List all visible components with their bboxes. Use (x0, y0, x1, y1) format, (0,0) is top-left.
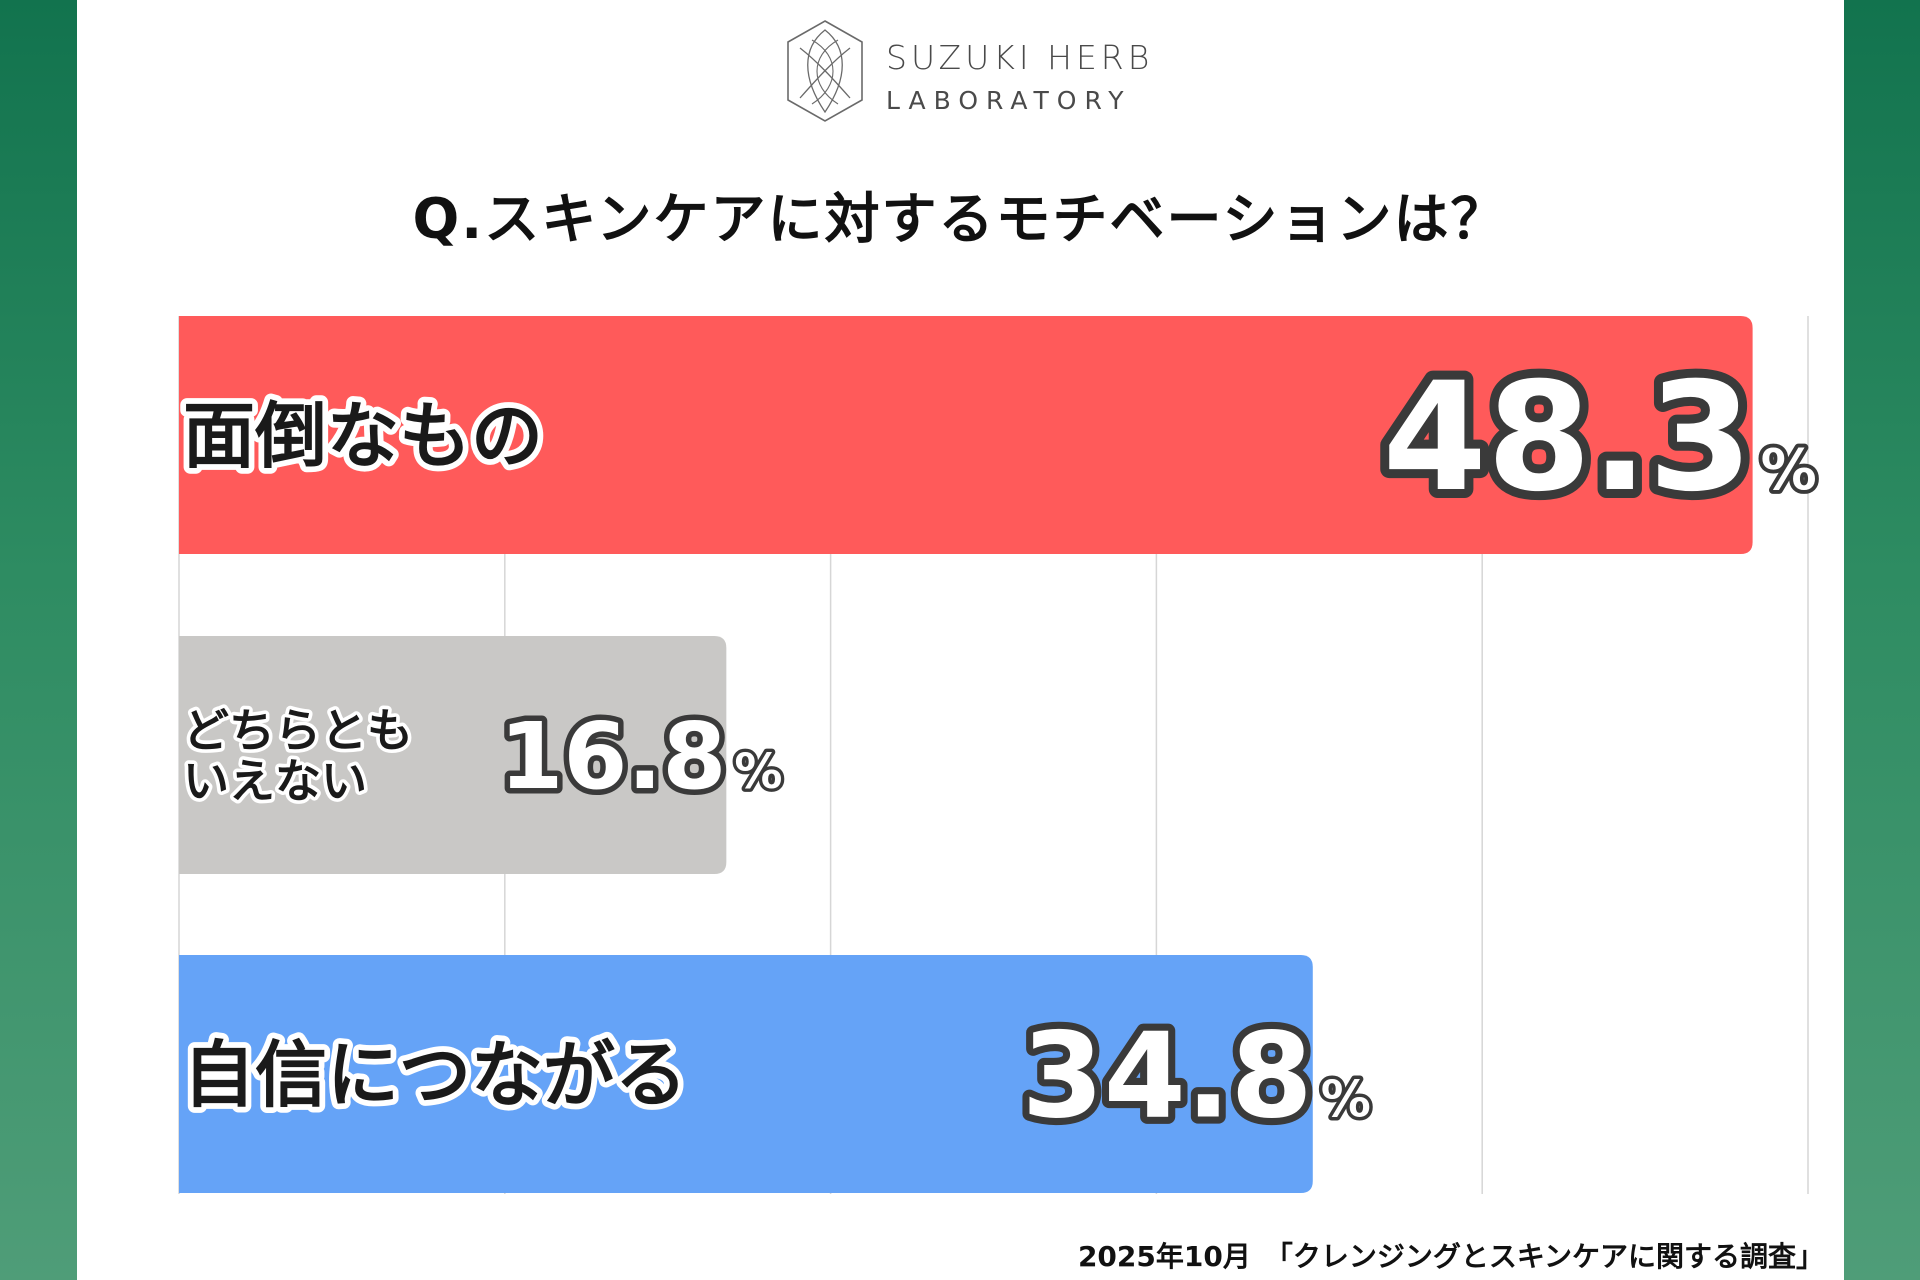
bar-category-label: 面倒なもの (183, 394, 543, 478)
brand-logo-mark-icon (787, 20, 863, 122)
bar-category-label: 自信につながる (183, 1033, 687, 1117)
bar-unit-label: % (1321, 1070, 1371, 1128)
bar-category-label: どちらともいえない (183, 703, 413, 808)
bar-value-label: 48.3 (1383, 351, 1753, 525)
bar-unit-label: % (734, 744, 782, 800)
bar (179, 955, 1313, 1193)
bar-value-label: 34.8 (1022, 1006, 1313, 1144)
bar-value-label: 16.8 (499, 703, 726, 810)
bar-unit-label: % (1761, 438, 1817, 503)
brand-logo: SUZUKI HERB LABORATORY (782, 18, 1149, 124)
source-note: 2025年10月 「クレンジングとスキンケアに関する調査」 (1077, 1240, 1824, 1273)
brand-subname: LABORATORY (886, 86, 1132, 115)
bar (179, 316, 1753, 554)
chart-title: Q.スキンケアに対するモチベーションは？ (412, 187, 1508, 251)
brand-name: SUZUKI HERB (886, 38, 1154, 77)
bar (179, 636, 727, 874)
